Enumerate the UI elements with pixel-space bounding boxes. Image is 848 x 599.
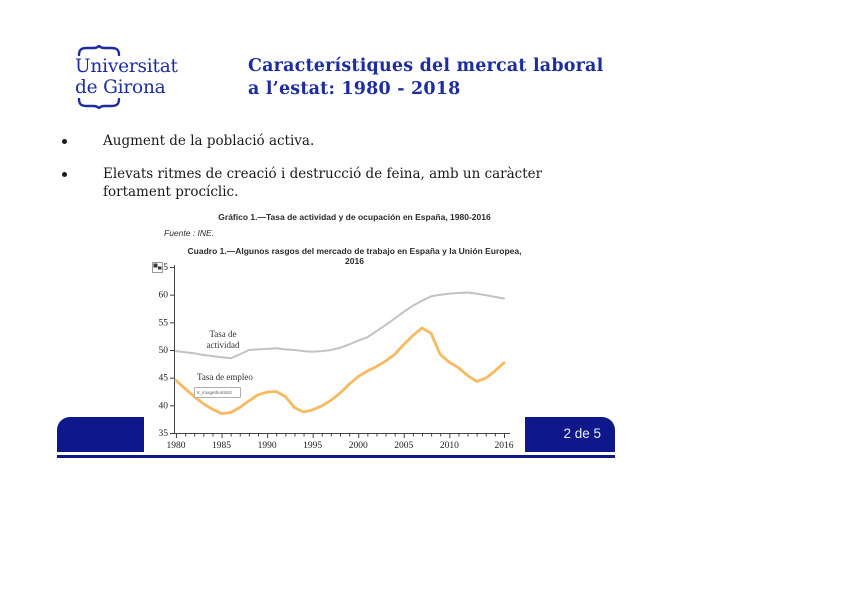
slide-title-line1: Característiques del mercat laboral [248,56,604,76]
y-tick-label: 50 [159,346,169,356]
bullet-dot-icon [62,139,67,144]
y-tick-label: 55 [159,318,169,328]
broken-thumbnail-placeholder: tr_imagethumb52 [194,387,241,398]
chart-source: Fuente : INE. [164,228,215,238]
page-indicator: 2 de 5 [563,426,601,441]
bullet-text: Elevats ritmes de creació i destrucció d… [103,166,543,200]
x-tick-label: 1980 [167,441,186,451]
bullet-list: Augment de la població activa. Elevats r… [57,132,602,216]
bullet-text: Augment de la població activa. [103,133,315,149]
logo-brace-top-icon [77,45,121,56]
y-tick-label: 45 [159,374,169,384]
chart-caption-grafico: Gráfico 1.—Tasa de actividad y de ocupac… [218,212,491,222]
series-line-tasa-de-empleo [174,326,506,416]
bullet-item: Augment de la població activa. [57,132,602,150]
logo-line1: Universitat [75,56,178,77]
x-tick-label: 2000 [349,441,368,451]
x-tick-label: 1995 [303,441,322,451]
line-chart: 35 40 45 50 55 60 65 1980 1985 1990 1995 2000 2005 20… [159,263,514,451]
x-tick-label: 1990 [258,441,277,451]
footer-rule [57,455,615,458]
x-tick-label: 1985 [212,441,231,451]
series-label-empleo: Tasa de empleo [197,372,253,382]
y-tick-label: 35 [159,429,169,439]
chart-caption-cuadro: Cuadro 1.—Algunos rasgos del mercado de … [187,246,522,266]
logo-line2: de Girona [75,77,166,98]
x-tick-label: 2016 [495,441,514,451]
y-tick-label: 60 [159,291,169,301]
broken-image-icon [152,260,163,273]
slide-title: Característiques del mercat laboral a l’… [248,55,603,101]
y-tick-label: 65 [159,263,169,273]
logo-text: Universitat de Girona [75,56,178,98]
series-label-actividad: Tasa de actividad [206,329,240,350]
x-tick-label: 2010 [440,441,459,451]
slide-title-line2: a l’estat: 1980 - 2018 [248,79,461,99]
bullet-item: Elevats ritmes de creació i destrucció d… [57,165,602,201]
bullet-dot-icon [62,172,67,177]
x-tick-label: 2005 [394,441,413,451]
university-logo: Universitat de Girona [75,45,178,109]
y-tick-label: 40 [159,401,169,411]
logo-brace-bottom-icon [77,98,121,109]
chart-figure: Gráfico 1.—Tasa de actividad y de ocupac… [144,210,525,452]
series-line-tasa-de-actividad [175,291,505,360]
